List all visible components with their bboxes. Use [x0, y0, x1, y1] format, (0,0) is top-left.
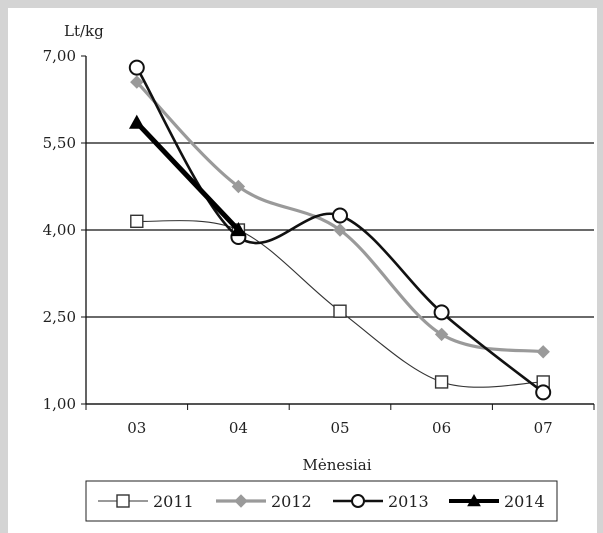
y-tick-label: 4,00	[43, 221, 76, 239]
data-point	[434, 375, 449, 389]
data-point	[130, 75, 144, 89]
series-2012	[130, 75, 550, 359]
data-point	[231, 179, 246, 194]
y-tick-label: 1,00	[43, 395, 76, 413]
data-point	[130, 214, 144, 229]
legend-item-2012: 2012	[216, 492, 312, 511]
x-tick-label: 05	[330, 419, 349, 437]
y-axis-title: Lt/kg	[64, 22, 104, 40]
legend-label: 2011	[153, 492, 194, 511]
series-line	[134, 120, 241, 233]
x-axis-title: Mėnesiai	[302, 456, 371, 474]
series-2011	[130, 214, 550, 389]
data-point	[536, 345, 550, 359]
legend-item-2013: 2013	[333, 492, 429, 511]
legend-item-2014: 2014	[449, 492, 545, 511]
y-tick-label: 7,00	[43, 47, 76, 65]
data-point	[116, 494, 130, 508]
data-point	[234, 494, 248, 508]
y-tick-label: 5,50	[43, 134, 76, 152]
data-point	[333, 223, 347, 237]
data-point	[433, 304, 450, 321]
x-tick-label: 06	[432, 419, 451, 437]
data-point	[128, 114, 145, 129]
data-point	[467, 493, 481, 507]
legend-item-2011: 2011	[98, 492, 194, 511]
data-point	[351, 494, 365, 508]
series-2014	[128, 114, 247, 237]
legend: 2011 2012 2013 2014	[85, 480, 558, 522]
x-tick-label: 04	[229, 419, 248, 437]
x-tick-label: 03	[127, 419, 146, 437]
legend-label: 2013	[388, 492, 429, 511]
legend-label: 2012	[271, 492, 312, 511]
legend-label: 2014	[504, 492, 545, 511]
data-point	[332, 207, 348, 224]
data-point	[333, 304, 347, 318]
data-point	[230, 221, 247, 237]
y-tick-label: 2,50	[43, 308, 76, 326]
data-point	[128, 59, 145, 76]
data-point	[535, 384, 552, 401]
x-tick-label: 07	[534, 419, 553, 437]
series-line	[136, 220, 544, 388]
data-point	[434, 327, 449, 342]
